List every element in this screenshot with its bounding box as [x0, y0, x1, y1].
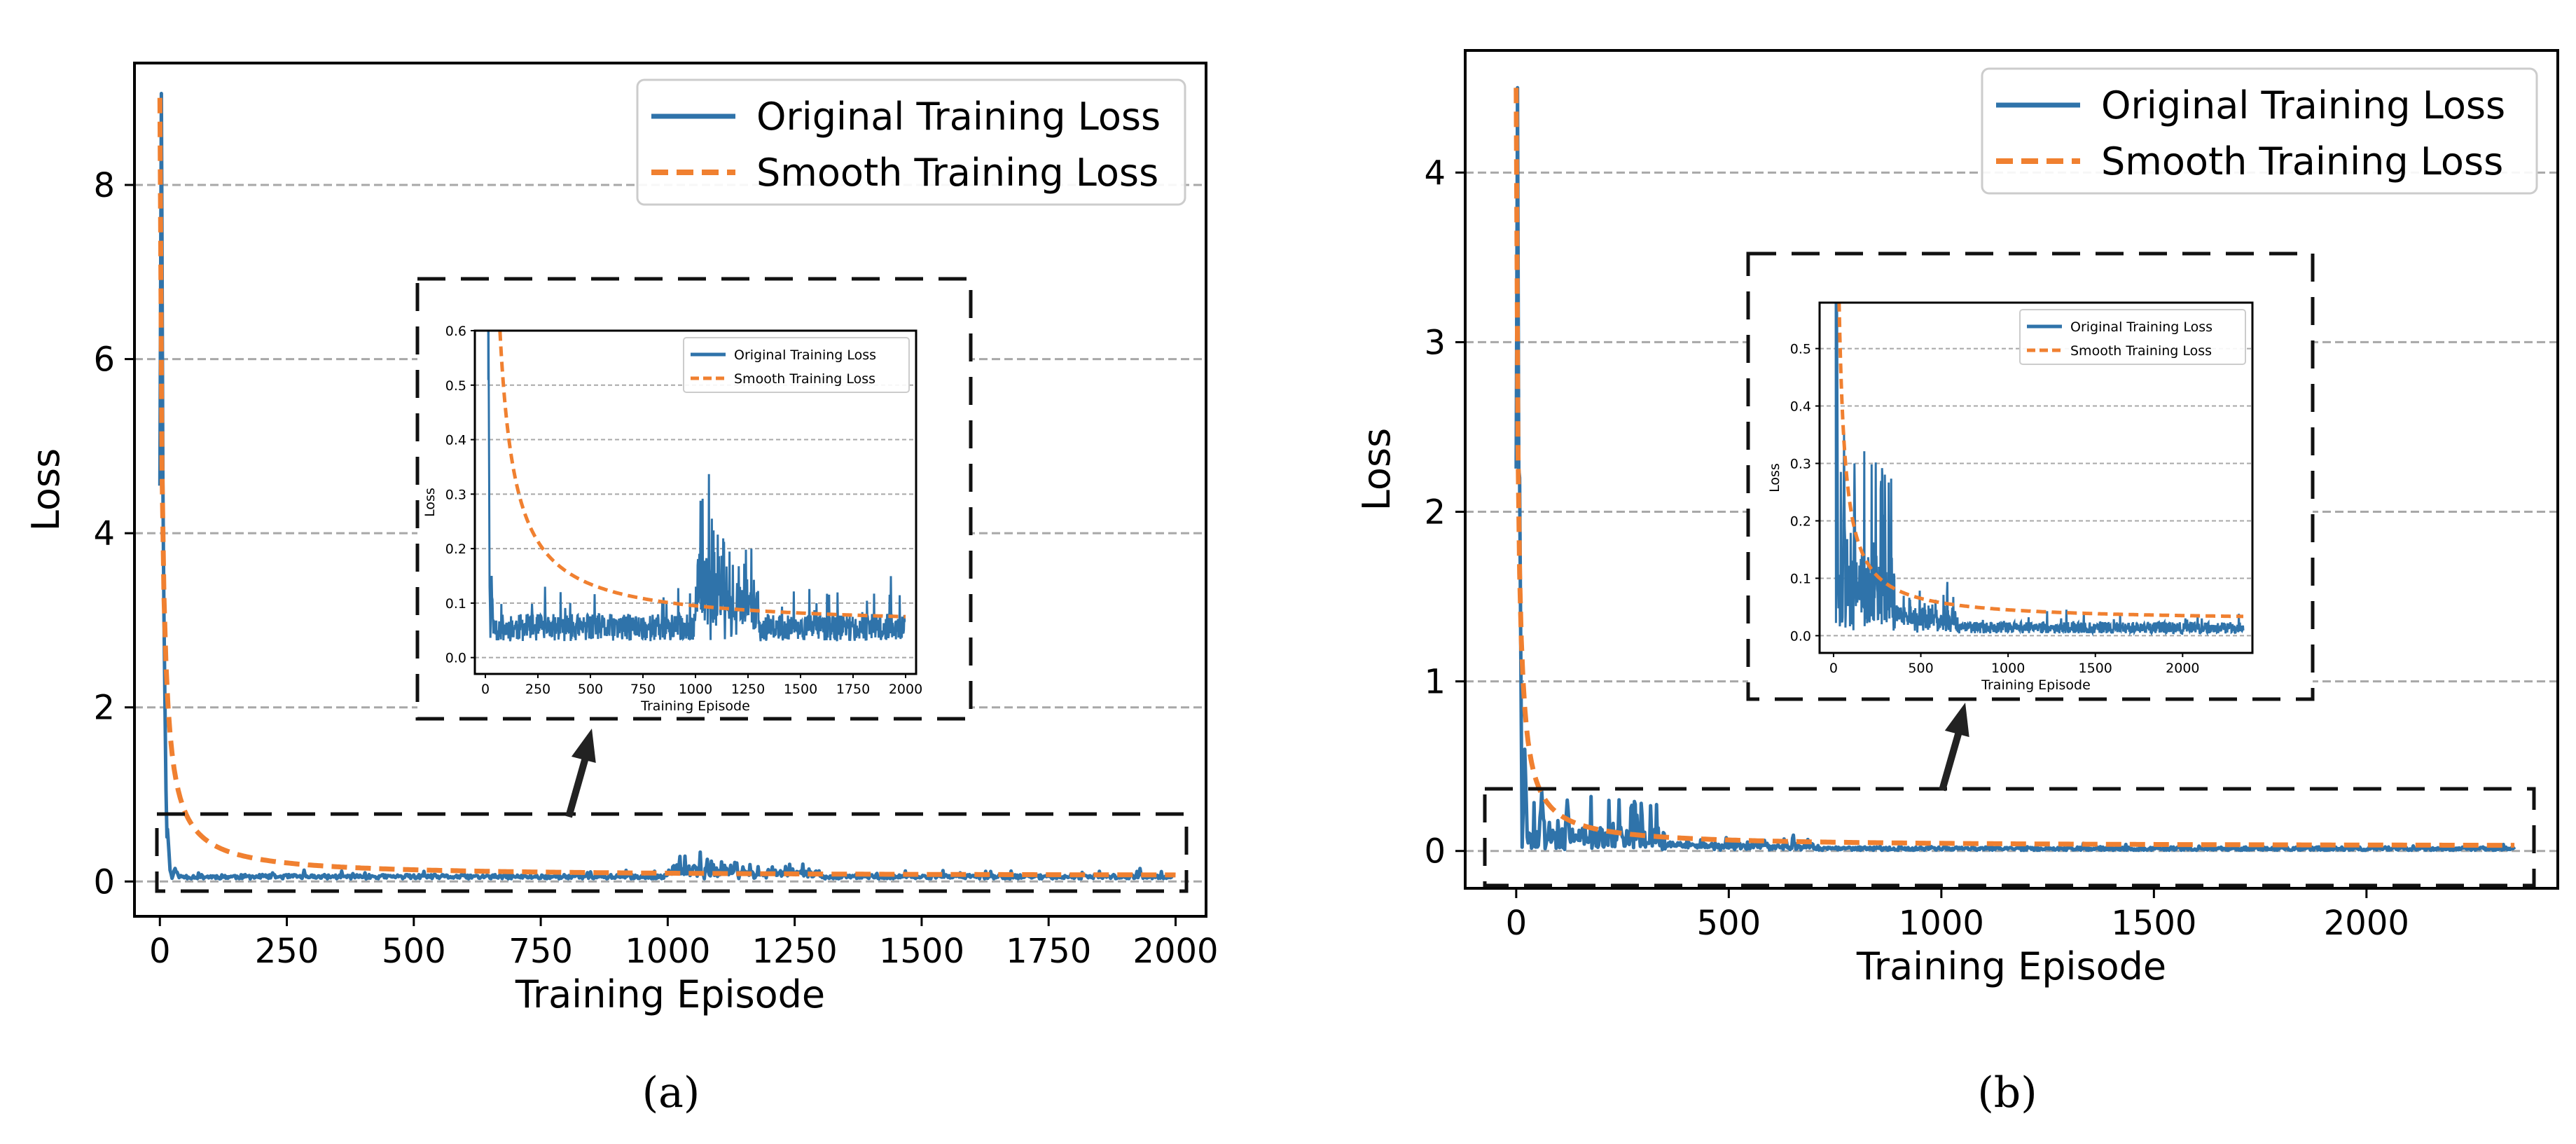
inset-x-tick-label: 1750 — [836, 682, 870, 697]
legend-entry: Original Training Loss — [756, 95, 1161, 139]
inset-legend-entry: Smooth Training Loss — [734, 371, 875, 387]
x-tick-label: 250 — [255, 932, 319, 971]
inset-legend-entry: Original Training Loss — [734, 347, 876, 363]
y-tick-label: 2 — [93, 689, 115, 728]
inset-x-tick-label: 1000 — [1991, 661, 2025, 676]
inset-x-tick-label: 2000 — [2166, 661, 2199, 676]
x-tick-label: 1000 — [625, 932, 710, 971]
y-tick-label: 4 — [93, 514, 115, 553]
chart-a: 0 250 500 750 1000 1250 1500 1750 2000 0 2 4 6 8 Train… — [24, 0, 1219, 1117]
inset-y-axis-label: Loss — [422, 488, 438, 517]
inset-x-tick-label: 750 — [630, 682, 656, 697]
legend-entry: Smooth Training Loss — [2101, 139, 2503, 184]
inset-y-tick-label: 0.4 — [445, 433, 466, 448]
inset-y-tick-label: 0.0 — [445, 651, 466, 666]
y-tick-label: 0 — [1424, 832, 1446, 871]
inset-x-axis-label: Training Episode — [640, 698, 750, 714]
inset-x-tick-label: 250 — [525, 682, 550, 697]
legend-entry: Original Training Loss — [2101, 83, 2505, 128]
y-tick-label: 8 — [93, 166, 115, 205]
x-tick-label: 1750 — [1006, 932, 1091, 971]
x-tick-label: 500 — [1697, 904, 1761, 943]
inset-y-tick-label: 0.1 — [445, 596, 466, 612]
inset-y-tick-label: 0.2 — [1790, 514, 1811, 529]
x-axis-label: Training Episode — [1856, 944, 2166, 988]
inset-x-tick-label: 1500 — [2079, 661, 2112, 676]
inset-y-tick-label: 0.4 — [1790, 399, 1811, 415]
inset-y-tick-label: 0.5 — [1790, 342, 1811, 357]
x-axis-label: Training Episode — [515, 972, 825, 1016]
y-tick-label: 3 — [1424, 323, 1446, 362]
x-tick-label: 2000 — [1133, 932, 1218, 971]
inset-x-tick-label: 0 — [1829, 661, 1838, 676]
zoom-arrow-head — [572, 729, 596, 763]
x-tick-label: 1500 — [879, 932, 964, 971]
inset-y-tick-label: 0.3 — [1790, 457, 1811, 472]
subfigure-caption: (b) — [1977, 1068, 2037, 1117]
x-tick-label: 1000 — [1899, 904, 1984, 943]
inset-x-tick-label: 1500 — [784, 682, 817, 697]
inset-x-tick-label: 500 — [1908, 661, 1933, 676]
x-tick-label: 0 — [149, 932, 171, 971]
inset-y-axis-label: Loss — [1767, 463, 1782, 492]
x-tick-label: 500 — [382, 932, 446, 971]
inset-x-tick-label: 500 — [578, 682, 603, 697]
inset-legend-entry: Smooth Training Loss — [2070, 343, 2212, 359]
legend-entry: Smooth Training Loss — [756, 151, 1158, 195]
inset-x-tick-label: 1250 — [731, 682, 765, 697]
subfigure-caption: (a) — [642, 1068, 700, 1117]
x-tick-label: 1250 — [752, 932, 838, 971]
y-tick-label: 0 — [93, 862, 115, 902]
inset-y-tick-label: 0.0 — [1790, 628, 1811, 644]
inset-y-tick-label: 0.3 — [445, 487, 466, 502]
inset-x-tick-label: 0 — [481, 682, 490, 697]
y-tick-label: 4 — [1424, 153, 1446, 193]
inset-y-tick-label: 0.2 — [445, 542, 466, 557]
inset-y-tick-label: 0.6 — [445, 324, 466, 339]
inset-y-tick-label: 0.5 — [445, 378, 466, 394]
inset-x-axis-label: Training Episode — [1981, 677, 2091, 693]
chart-b: 0 500 1000 1500 2000 0 1 2 3 4 Training Episode Los… — [1355, 0, 2558, 1117]
inset-x-tick-label: 2000 — [889, 682, 922, 697]
inset-y-tick-label: 0.1 — [1790, 571, 1811, 586]
inset-legend-entry: Original Training Loss — [2070, 319, 2213, 335]
y-axis-label: Loss — [24, 448, 68, 531]
zoom-arrow-head — [1945, 703, 1969, 737]
x-tick-label: 0 — [1506, 904, 1528, 943]
y-axis-label: Loss — [1355, 428, 1399, 511]
x-tick-label: 2000 — [2324, 904, 2409, 943]
x-tick-label: 1500 — [2111, 904, 2196, 943]
x-tick-label: 750 — [508, 932, 573, 971]
y-tick-label: 6 — [93, 340, 115, 380]
y-tick-label: 2 — [1424, 493, 1446, 532]
figure-canvas: 0 250 500 750 1000 1250 1500 1750 200002468Train… — [0, 0, 2576, 1144]
inset-x-tick-label: 1000 — [679, 682, 712, 697]
y-tick-label: 1 — [1424, 663, 1446, 702]
